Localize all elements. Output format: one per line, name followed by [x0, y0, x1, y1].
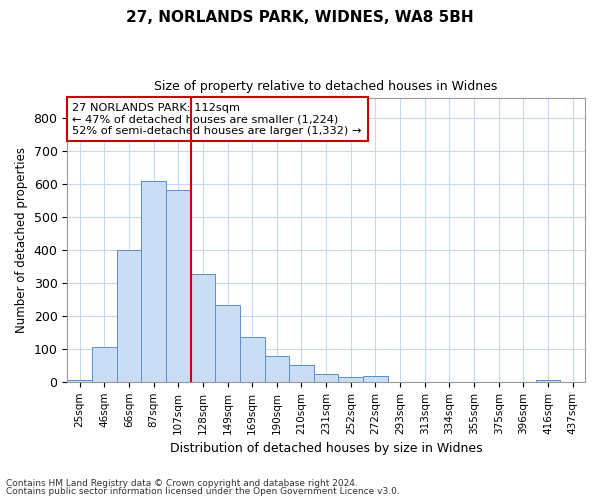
- Bar: [314, 374, 338, 382]
- Text: Contains public sector information licensed under the Open Government Licence v3: Contains public sector information licen…: [6, 487, 400, 496]
- Bar: [191, 274, 215, 382]
- Bar: [116, 250, 141, 382]
- Text: Contains HM Land Registry data © Crown copyright and database right 2024.: Contains HM Land Registry data © Crown c…: [6, 478, 358, 488]
- Text: 27, NORLANDS PARK, WIDNES, WA8 5BH: 27, NORLANDS PARK, WIDNES, WA8 5BH: [126, 10, 474, 25]
- Bar: [67, 380, 92, 382]
- Bar: [240, 338, 265, 382]
- Bar: [215, 305, 240, 382]
- Bar: [265, 356, 289, 382]
- Text: 27 NORLANDS PARK: 112sqm
← 47% of detached houses are smaller (1,224)
52% of sem: 27 NORLANDS PARK: 112sqm ← 47% of detach…: [73, 102, 362, 136]
- Bar: [141, 180, 166, 382]
- Bar: [536, 380, 560, 382]
- Title: Size of property relative to detached houses in Widnes: Size of property relative to detached ho…: [154, 80, 498, 93]
- Bar: [166, 190, 191, 382]
- Bar: [92, 346, 116, 382]
- Bar: [289, 366, 314, 382]
- Y-axis label: Number of detached properties: Number of detached properties: [15, 147, 28, 333]
- Bar: [363, 376, 388, 382]
- X-axis label: Distribution of detached houses by size in Widnes: Distribution of detached houses by size …: [170, 442, 482, 455]
- Bar: [338, 377, 363, 382]
